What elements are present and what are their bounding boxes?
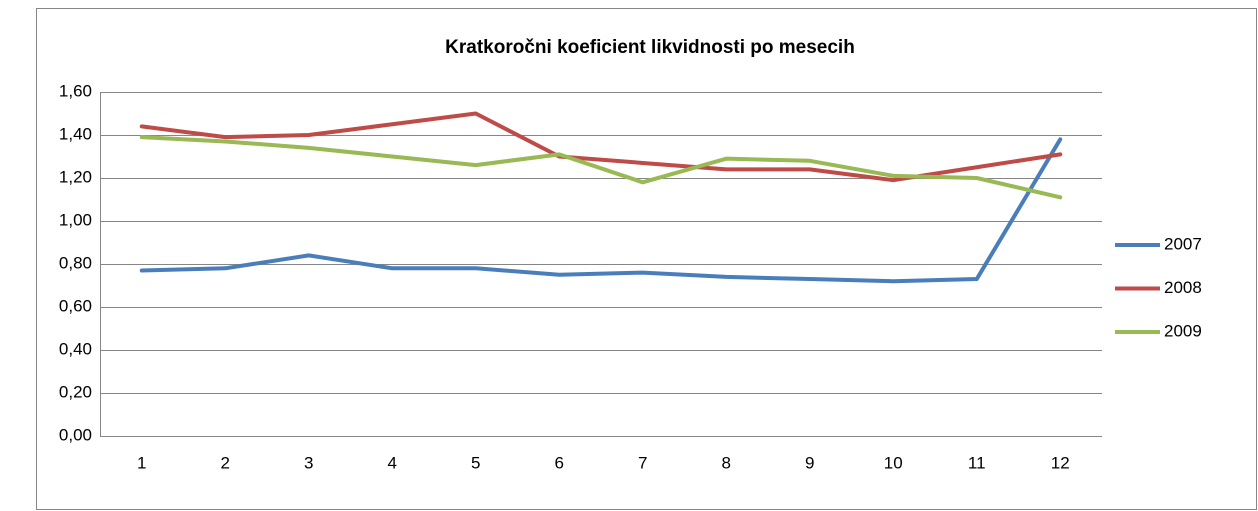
x-tick-label: 12 — [1051, 453, 1070, 472]
x-tick-label: 7 — [638, 453, 647, 472]
x-tick-label: 11 — [968, 453, 986, 472]
y-tick-label: 0,80 — [59, 253, 92, 272]
y-tick-label: 1,20 — [59, 167, 92, 186]
y-tick-label: 1,40 — [59, 124, 92, 143]
x-tick-label: 3 — [304, 453, 313, 472]
series-line — [139, 135, 1063, 200]
chart-title: Kratkoročni koeficient likvidnosti po me… — [445, 37, 855, 58]
legend-label: 2009 — [1164, 321, 1202, 340]
y-tick-label: 0,20 — [59, 382, 92, 401]
x-tick-label: 1 — [137, 453, 146, 472]
x-tick-label: 9 — [805, 453, 814, 472]
x-tick-label: 10 — [884, 453, 903, 472]
y-tick-label: 0,60 — [59, 296, 92, 315]
x-tick-label: 6 — [555, 453, 564, 472]
y-tick-label: 1,00 — [59, 210, 92, 229]
legend-label: 2008 — [1164, 278, 1202, 297]
chart-border — [36, 8, 1257, 510]
x-tick-label: 4 — [388, 453, 397, 472]
y-tick-label: 1,60 — [59, 81, 92, 100]
legend-label: 2007 — [1164, 234, 1202, 253]
x-tick-label: 8 — [722, 453, 731, 472]
x-tick-label: 5 — [471, 453, 480, 472]
y-tick-label: 0,00 — [59, 425, 92, 444]
series-line — [139, 137, 1063, 284]
x-tick-label: 2 — [221, 453, 230, 472]
y-tick-label: 0,40 — [59, 339, 92, 358]
